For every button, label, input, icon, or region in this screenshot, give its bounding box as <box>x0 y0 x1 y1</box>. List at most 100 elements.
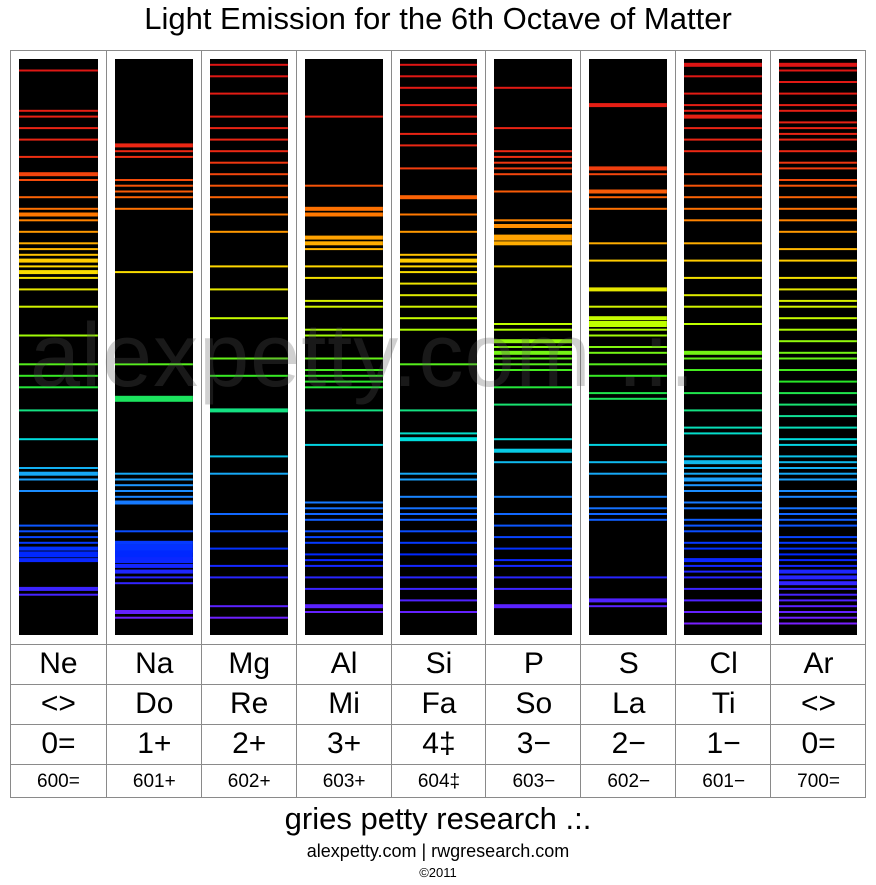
emission-line <box>779 109 857 112</box>
emission-line <box>779 351 857 354</box>
emission-line <box>304 536 383 539</box>
emission-line <box>114 616 193 619</box>
emission-line <box>114 530 193 533</box>
element-column-al: Al Mi 3+ 603+ <box>295 51 391 798</box>
emission-line <box>494 564 573 567</box>
emission-line <box>684 75 763 78</box>
emission-line <box>209 138 288 141</box>
emission-line <box>494 495 573 498</box>
emission-line <box>779 518 857 521</box>
element-symbol: S <box>618 647 639 680</box>
emission-line <box>19 478 98 481</box>
emission-line <box>209 547 288 550</box>
emission-line <box>779 328 857 331</box>
emission-line <box>114 544 193 553</box>
emission-line <box>494 576 573 579</box>
emission-line <box>684 460 763 465</box>
emission-line <box>684 150 763 153</box>
emission-line <box>19 586 98 591</box>
footer-copyright: ©2011 <box>419 865 457 880</box>
emission-line <box>684 426 763 429</box>
emission-line <box>494 536 573 539</box>
emission-line <box>399 472 478 475</box>
spectrum-svg <box>399 63 478 613</box>
element-symbol: Cl <box>709 647 738 680</box>
emission-line <box>684 184 763 187</box>
emission-line <box>304 386 383 389</box>
emission-line <box>209 196 288 199</box>
emission-line <box>209 265 288 268</box>
emission-line <box>19 546 98 551</box>
emission-line <box>779 150 857 153</box>
emission-line <box>114 569 193 574</box>
emission-line <box>589 328 668 331</box>
emission-line <box>589 334 668 337</box>
emission-line <box>209 173 288 176</box>
emission-line <box>779 472 857 475</box>
emission-line <box>209 161 288 164</box>
emission-line <box>779 230 857 233</box>
emission-line <box>779 490 857 492</box>
emission-line <box>779 426 857 429</box>
emission-line <box>209 150 288 153</box>
emission-line <box>494 604 573 609</box>
spectrum-svg <box>304 115 383 613</box>
emission-line <box>209 455 288 458</box>
emission-line <box>589 173 668 176</box>
solfege-note: La <box>612 687 646 720</box>
spectrum-strip <box>209 59 288 635</box>
emission-line <box>779 305 857 308</box>
solfege-note: Fa <box>421 687 457 720</box>
chart-title: Light Emission for the 6th Octave of Mat… <box>144 1 732 36</box>
emission-line <box>779 184 857 187</box>
solfege-note: <> <box>801 687 837 720</box>
emission-line <box>779 121 857 124</box>
spectrum-strip <box>494 59 573 635</box>
emission-line <box>114 563 193 568</box>
emission-line <box>19 276 98 279</box>
emission-line <box>684 547 763 550</box>
emission-line <box>494 448 573 453</box>
spectrum-strip <box>114 59 193 635</box>
valence: 1+ <box>137 727 172 760</box>
emission-line <box>209 63 288 66</box>
emission-line <box>779 392 857 395</box>
emission-line <box>684 541 763 544</box>
emission-line <box>684 576 763 579</box>
emission-line <box>399 195 478 200</box>
emission-line <box>494 513 573 515</box>
emission-line <box>19 212 98 217</box>
emission-line <box>779 569 857 574</box>
emission-line <box>399 253 478 256</box>
emission-line <box>19 270 98 275</box>
emission-line <box>304 305 383 308</box>
table-rule <box>11 644 865 645</box>
spectrum-svg <box>589 103 668 608</box>
emission-line <box>589 103 668 108</box>
emission-line <box>589 242 668 245</box>
emission-line <box>494 587 573 590</box>
emission-line <box>19 551 98 558</box>
emission-line <box>304 299 383 302</box>
emission-line <box>779 443 857 446</box>
emission-line <box>589 316 668 321</box>
emission-line <box>684 558 763 563</box>
emission-line <box>684 138 763 141</box>
emission-line <box>589 207 668 210</box>
emission-line <box>684 104 763 107</box>
emission-line <box>304 235 383 240</box>
emission-line <box>779 478 857 481</box>
emission-line <box>399 294 478 297</box>
emission-line <box>589 346 668 348</box>
spectrum-strip <box>779 59 857 635</box>
footer-brand: gries petty research .:. <box>284 801 592 836</box>
emission-line <box>399 317 478 320</box>
emission-line <box>494 161 573 164</box>
emission-line <box>209 616 288 619</box>
emission-line <box>779 317 857 320</box>
emission-line <box>779 167 857 170</box>
emission-line <box>684 392 763 395</box>
emission-line <box>779 340 857 343</box>
spectrum-svg <box>114 143 193 619</box>
element-column-ne: Ne <> 0= 600= <box>11 51 106 798</box>
